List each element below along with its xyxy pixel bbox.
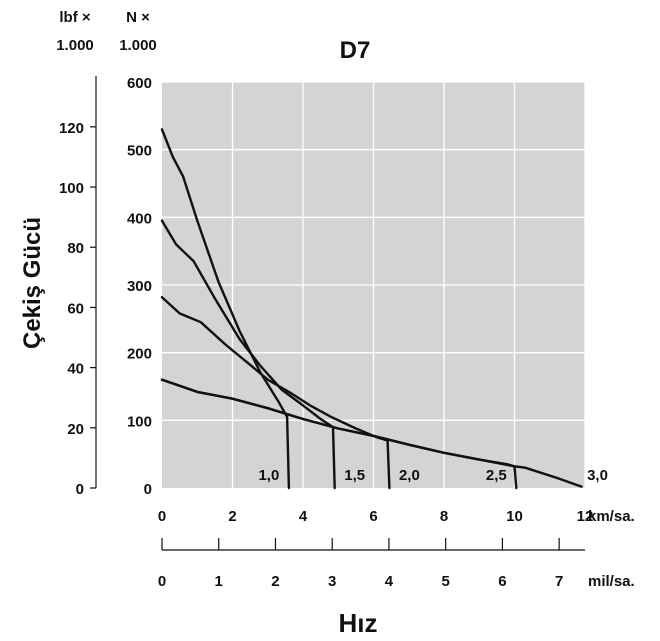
curve-1-0 (160, 128, 291, 490)
y-axis-label: Çekiş Gücü (19, 217, 46, 349)
y-tick-label: 0 (144, 481, 152, 498)
left-tick-label: 100 (59, 180, 84, 197)
x-tick-label: 0 (158, 508, 166, 525)
right-unit-line1: N × (126, 9, 150, 26)
curves (160, 128, 583, 490)
axes (90, 76, 585, 551)
left-tick-label: 120 (59, 120, 84, 137)
tick-labels: 0 2 4 6 8 10 120100200300400500600020406080100… (59, 75, 593, 590)
x-tick-label: 2 (228, 508, 236, 525)
x-tick-label: 12 (577, 508, 594, 525)
left-tick-label: 80 (67, 240, 84, 257)
mph-tick-label: 3 (328, 573, 336, 590)
x-tick-label: 8 (440, 508, 448, 525)
right-unit-line2: 1.000 (119, 37, 157, 54)
mph-tick-label: 4 (385, 573, 394, 590)
mph-tick-label: 2 (271, 573, 279, 590)
mph-tick-label: 0 (158, 573, 166, 590)
mph-tick-label: 7 (555, 573, 563, 590)
left-tick-label: 0 (76, 481, 84, 498)
grid-lines (162, 81, 586, 488)
curve-label: 3,0 (587, 467, 608, 484)
y-tick-label: 500 (127, 143, 152, 160)
mph-tick-label: 6 (498, 573, 506, 590)
curve-3-0 (160, 378, 583, 488)
x-unit-mph: mil/sa. (588, 573, 635, 590)
left-tick-label: 60 (67, 300, 84, 317)
y-tick-label: 100 (127, 413, 152, 430)
curve-label: 2,5 (486, 467, 507, 484)
left-unit-line2: 1.000 (56, 37, 94, 54)
curve-label: 1,5 (344, 467, 365, 484)
mph-tick-label: 5 (441, 573, 449, 590)
left-tick-label: 40 (67, 361, 84, 378)
y-tick-label: 200 (127, 346, 152, 363)
x-tick-label: 6 (369, 508, 377, 525)
mph-tick-label: 1 (215, 573, 223, 590)
curve-label: 1,0 (258, 467, 279, 484)
curve-label: 2,0 (399, 467, 420, 484)
x-tick-label: 4 (299, 508, 308, 525)
x-axis-label: Hız (339, 608, 378, 638)
y-tick-label: 400 (127, 210, 152, 227)
curve-labels: 1,0 1,5 2,0 2,5 3,0 (258, 467, 607, 484)
chart-title: D7 (340, 37, 371, 64)
left-unit-line1: lbf × (59, 9, 90, 26)
x-tick-label: 10 (506, 508, 523, 525)
y-tick-label: 300 (127, 278, 152, 295)
y-tick-label: 600 (127, 75, 152, 92)
x-unit-kmh: km/sa. (588, 508, 635, 525)
curve-1-5 (160, 219, 336, 490)
left-tick-label: 20 (67, 421, 84, 438)
